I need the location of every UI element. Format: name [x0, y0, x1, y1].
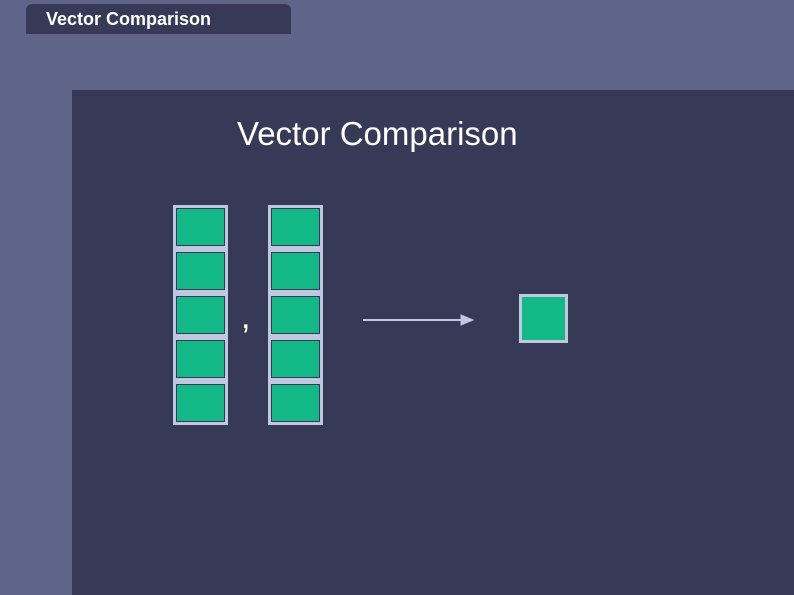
result-box	[519, 294, 568, 343]
result-cell	[522, 297, 565, 340]
arrow-icon	[0, 0, 794, 595]
